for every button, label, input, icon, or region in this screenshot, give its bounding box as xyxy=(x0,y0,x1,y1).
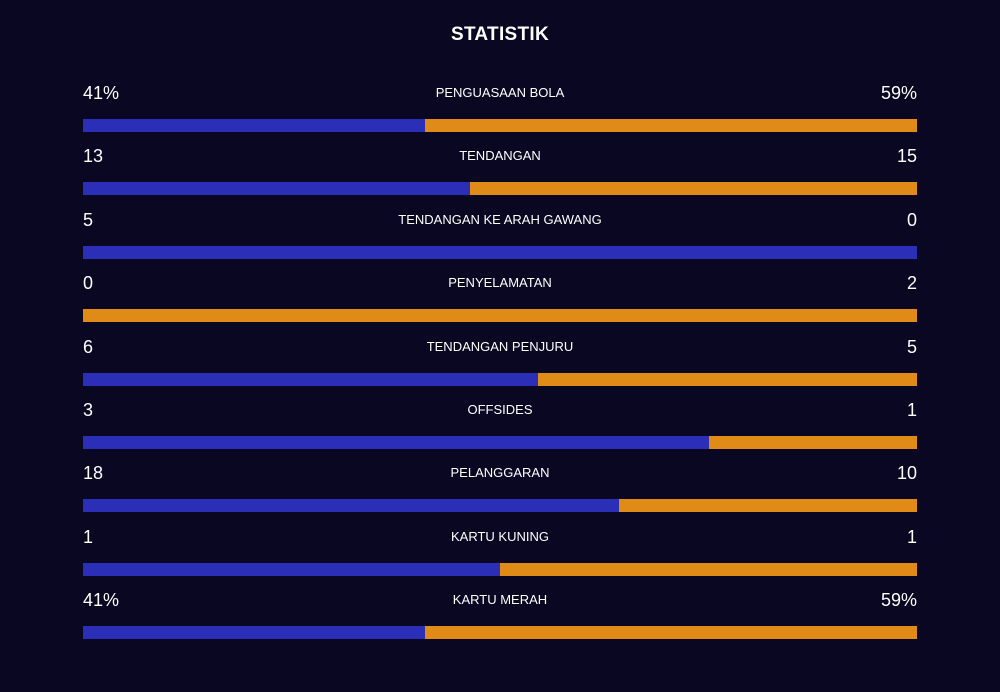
home-bar-segment xyxy=(83,562,500,576)
home-bar-segment xyxy=(83,435,709,449)
home-bar-segment xyxy=(83,626,425,640)
away-bar-segment xyxy=(619,499,917,513)
stat-header: 18 PELANGGARAN 10 xyxy=(83,460,917,486)
home-bar-segment xyxy=(83,119,425,132)
away-value: 2 xyxy=(906,273,917,294)
stat-label: PENGUASAAN BOLA xyxy=(435,85,565,100)
stat-label: TENDANGAN PENJURU xyxy=(426,338,574,354)
away-value: 59% xyxy=(880,83,917,103)
away-bar-segment xyxy=(708,435,917,449)
comparison-bar xyxy=(83,372,917,386)
stat-header: 1 KARTU KUNING 1 xyxy=(83,524,917,550)
home-value: 13 xyxy=(83,146,104,167)
stats-list: 41% PENGUASAAN BOLA 59% 13 TENDANGAN 15 … xyxy=(83,80,917,651)
stats-title: STATISTIK xyxy=(450,24,550,45)
stat-row-tendangan-penjuru: 6 TENDANGAN PENJURU 5 xyxy=(83,334,917,397)
stat-row-pelanggaran: 18 PELANGGARAN 10 xyxy=(83,460,917,523)
stat-label: KARTU KUNING xyxy=(451,528,549,544)
home-value: 6 xyxy=(83,336,94,357)
away-bar-segment xyxy=(424,626,917,640)
away-value: 1 xyxy=(906,399,917,420)
stat-label: PENYELAMATAN xyxy=(448,275,552,291)
away-bar-segment xyxy=(500,562,917,576)
home-bar-segment xyxy=(83,182,471,196)
home-bar-segment xyxy=(83,499,620,513)
stat-header: 6 TENDANGAN PENJURU 5 xyxy=(83,334,917,360)
stat-header: 5 TENDANGAN KE ARAH GAWANG 0 xyxy=(83,207,917,233)
stat-header: 0 PENYELAMATAN 2 xyxy=(83,270,917,296)
stat-row-kartu-merah: 41% KARTU MERAH 59% xyxy=(83,587,917,650)
stat-label: TENDANGAN KE ARAH GAWANG xyxy=(398,211,602,227)
comparison-bar xyxy=(83,626,917,640)
stat-row-tendangan-ke-arah-gawang: 5 TENDANGAN KE ARAH GAWANG 0 xyxy=(83,207,917,270)
home-value: 41% xyxy=(83,590,120,611)
away-value: 10 xyxy=(896,463,917,484)
home-value: 3 xyxy=(83,399,94,420)
away-bar-segment xyxy=(537,372,917,386)
stat-row-penyelamatan: 0 PENYELAMATAN 2 xyxy=(83,270,917,333)
stat-label: TENDANGAN xyxy=(459,148,541,164)
stat-row-tendangan: 13 TENDANGAN 15 xyxy=(83,143,917,206)
comparison-bar xyxy=(83,245,917,259)
stat-label: OFFSIDES xyxy=(467,401,533,417)
stat-label: KARTU MERAH xyxy=(452,592,548,608)
away-value: 15 xyxy=(896,146,917,167)
away-value: 5 xyxy=(906,336,917,357)
stat-header: 3 OFFSIDES 1 xyxy=(83,397,917,423)
home-bar-segment xyxy=(83,245,917,259)
stat-header: 41% PENGUASAAN BOLA 59% xyxy=(83,80,917,106)
home-bar-segment xyxy=(83,372,538,386)
stat-header: 13 TENDANGAN 15 xyxy=(83,143,917,169)
comparison-bar xyxy=(83,182,917,196)
comparison-bar xyxy=(83,119,917,132)
away-bar-segment xyxy=(83,309,917,323)
home-value: 0 xyxy=(83,273,94,294)
comparison-bar xyxy=(83,309,917,323)
comparison-bar xyxy=(83,435,917,449)
home-value: 41% xyxy=(83,83,120,103)
away-value: 0 xyxy=(906,209,917,230)
stat-row-kartu-kuning: 1 KARTU KUNING 1 xyxy=(83,524,917,587)
comparison-bar xyxy=(83,562,917,576)
away-value: 59% xyxy=(880,590,917,611)
away-value: 1 xyxy=(906,526,917,547)
home-value: 1 xyxy=(83,526,94,547)
away-bar-segment xyxy=(470,182,917,196)
stat-label: PELANGGARAN xyxy=(450,465,550,481)
home-value: 5 xyxy=(83,209,94,230)
comparison-bar xyxy=(83,499,917,513)
away-bar-segment xyxy=(424,119,917,132)
home-value: 18 xyxy=(83,463,104,484)
stat-row-penguasaan-bola: 41% PENGUASAAN BOLA 59% xyxy=(83,80,917,143)
stat-header: 41% KARTU MERAH 59% xyxy=(83,587,917,613)
stat-row-offsides: 3 OFFSIDES 1 xyxy=(83,397,917,460)
